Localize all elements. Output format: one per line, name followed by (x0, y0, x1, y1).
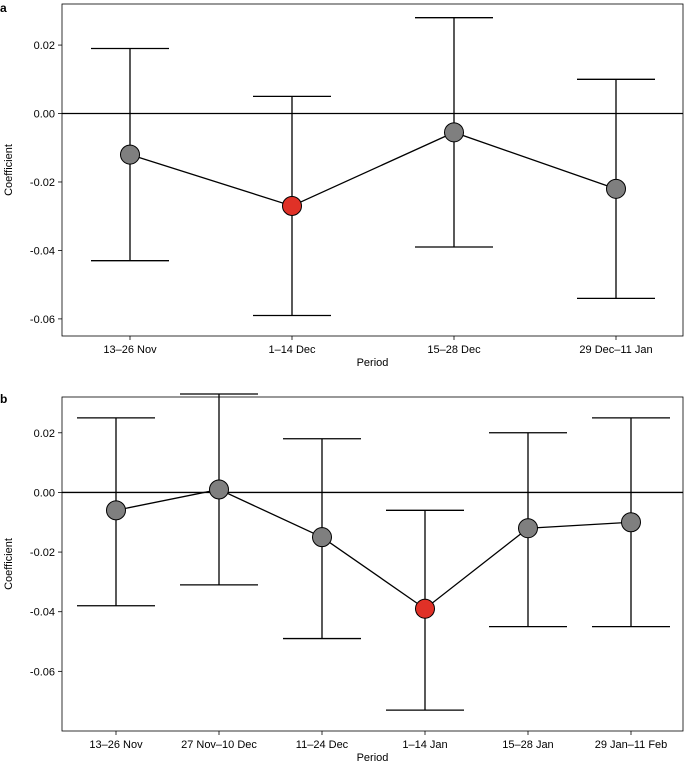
panel-a: a Coefficient Period 0.02 0.00 -0.02 -0.04 -… (0, 1, 684, 369)
x-tick-label: 1–14 Jan (402, 739, 447, 751)
series-line (129, 131, 617, 207)
data-point (120, 144, 140, 165)
data-point (518, 518, 538, 539)
panel-b-plot-frame (61, 396, 684, 732)
data-point (621, 512, 641, 533)
series-line (115, 488, 632, 610)
x-tick-label: 15–28 Jan (502, 739, 553, 751)
highlighted-point (282, 195, 302, 216)
x-tick-label: 27 Nov–10 Dec (181, 739, 257, 751)
data-point (312, 527, 332, 548)
y-tick-label: 0.02 (34, 40, 55, 52)
y-tick-label: -0.02 (30, 547, 55, 559)
data-point (444, 122, 464, 143)
highlighted-point (415, 598, 435, 619)
x-tick-label: 29 Jan–11 Feb (595, 739, 668, 751)
y-tick-label: -0.02 (30, 177, 55, 189)
y-tick-label: 0.00 (34, 487, 55, 499)
x-tick-label: 13–26 Nov (103, 344, 157, 356)
data-point (106, 500, 126, 521)
panel-b-x-axis-title: Period (357, 752, 389, 764)
x-tick-label: 11–24 Dec (296, 739, 349, 751)
x-tick-label: 1–14 Dec (268, 344, 316, 356)
panel-a-marks: 0.02 0.00 -0.02 -0.04 -0.06 13–26 Nov 1–14 Dec… (30, 17, 683, 356)
data-point (606, 178, 626, 199)
y-tick-label: 0.00 (34, 109, 55, 121)
panel-b-marks: 0.02 0.00 -0.02 -0.04 -0.06 13–26 Nov 27 Nov–1… (30, 393, 683, 751)
y-tick-label: 0.02 (34, 428, 55, 440)
panel-b-y-axis-title: Coefficient (3, 538, 15, 590)
panel-a-y-axis-title: Coefficient (3, 144, 15, 196)
y-tick-label: -0.06 (30, 666, 55, 678)
panel-a-x-axis-title: Period (357, 357, 389, 369)
y-tick-label: -0.04 (30, 607, 55, 619)
panel-a-plot-frame (61, 3, 684, 337)
x-tick-label: 13–26 Nov (89, 739, 143, 751)
y-tick-label: -0.04 (30, 245, 55, 257)
data-point (209, 479, 229, 500)
panel-a-label: a (0, 1, 7, 15)
panel-b-label: b (0, 392, 7, 406)
x-tick-label: 15–28 Dec (427, 344, 481, 356)
panel-b: b Coefficient Period 0.02 0.00 -0.02 -0.04 -… (0, 392, 684, 764)
y-tick-label: -0.06 (30, 314, 55, 326)
x-tick-label: 29 Dec–11 Jan (579, 344, 652, 356)
